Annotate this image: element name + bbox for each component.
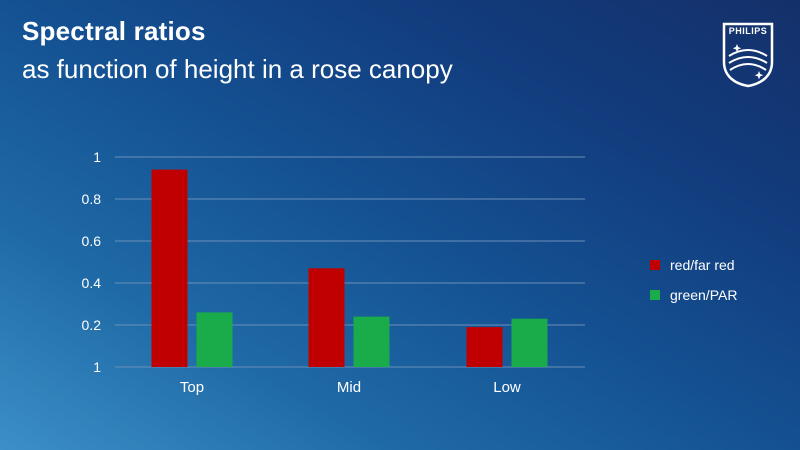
x-tick-label: Top [180,379,204,396]
bar-green-par-low [511,318,548,367]
bar-red-far-red-top [151,169,188,367]
legend-swatch-red [650,260,660,270]
bar-green-par-top [196,312,233,367]
legend-item-green-par: green/PAR [650,280,737,310]
y-tick-label: 0.6 [82,233,102,249]
legend-item-red-far-red: red/far red [650,250,737,280]
x-tick-label: Low [493,379,521,396]
y-tick-label: 0.2 [82,317,102,333]
bar-green-par-mid [353,316,390,367]
legend-swatch-green [650,290,660,300]
chart-legend: red/far red green/PAR [650,250,737,310]
chart-title: Spectral ratios [22,16,206,46]
philips-shield-icon [722,22,774,88]
legend-label-red-far-red: red/far red [670,257,735,273]
y-tick-label: 1 [93,359,101,375]
bar-red-far-red-low [466,327,503,367]
legend-label-green-par: green/PAR [670,287,738,303]
y-tick-label: 1 [93,149,101,165]
philips-logo: PHILIPS [722,22,774,88]
x-tick-label: Mid [337,379,361,396]
bar-red-far-red-mid [308,268,345,367]
y-tick-label: 0.8 [82,191,102,207]
chart-subtitle: as function of height in a rose canopy [22,54,453,84]
y-tick-label: 0.4 [82,275,102,291]
logo-wordmark: PHILIPS [728,26,768,36]
